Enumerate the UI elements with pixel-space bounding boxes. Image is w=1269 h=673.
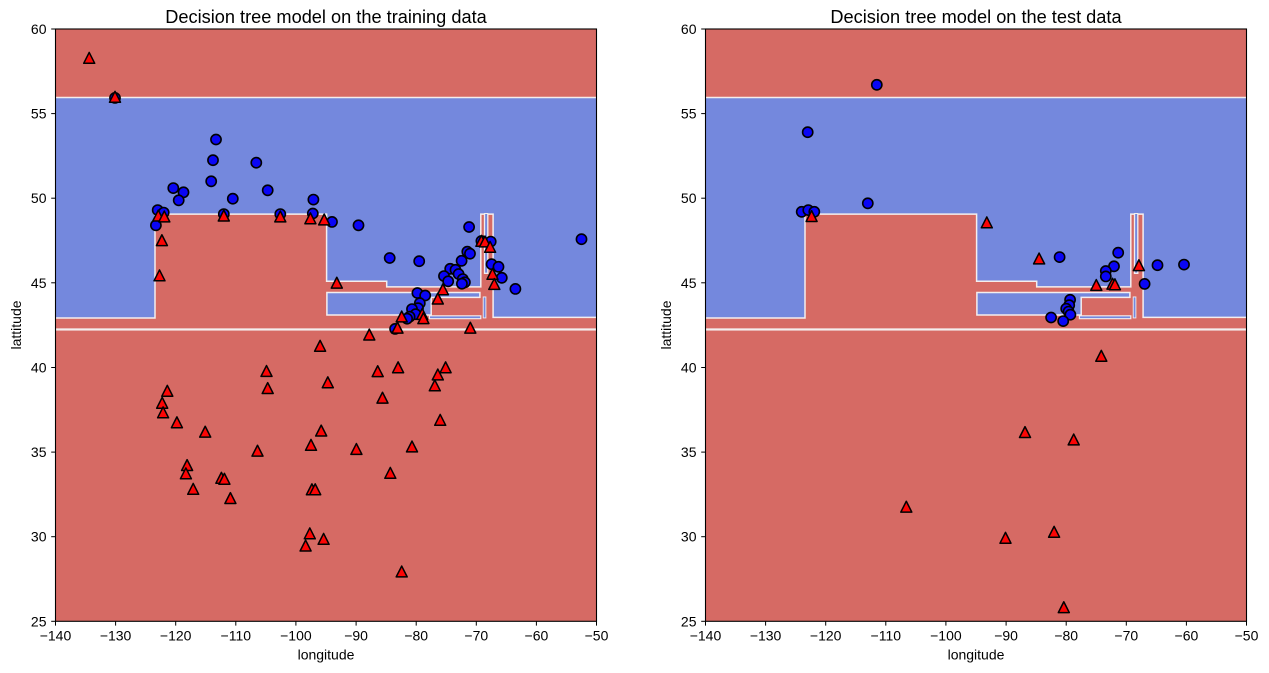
svg-text:−100: −100 (280, 628, 312, 644)
svg-text:−130: −130 (750, 628, 782, 644)
svg-text:45: 45 (31, 275, 47, 291)
svg-text:30: 30 (681, 529, 697, 545)
svg-text:25: 25 (31, 613, 47, 629)
svg-text:−90: −90 (344, 628, 368, 644)
svg-text:−110: −110 (221, 628, 252, 644)
svg-text:−100: −100 (930, 628, 962, 644)
svg-text:50: 50 (681, 190, 697, 206)
svg-text:Decision tree model on the tes: Decision tree model on the test data (830, 7, 1122, 27)
svg-text:−60: −60 (525, 628, 549, 644)
svg-text:−120: −120 (160, 628, 192, 644)
svg-text:−140: −140 (40, 628, 72, 644)
svg-text:55: 55 (681, 106, 697, 122)
svg-text:60: 60 (31, 21, 47, 37)
svg-text:lattitude: lattitude (8, 300, 24, 349)
svg-text:30: 30 (31, 529, 47, 545)
svg-text:40: 40 (31, 360, 47, 376)
svg-text:lattitude: lattitude (658, 300, 674, 349)
svg-text:35: 35 (681, 444, 697, 460)
svg-text:−120: −120 (810, 628, 842, 644)
svg-text:−80: −80 (1054, 628, 1078, 644)
svg-text:−110: −110 (871, 628, 902, 644)
svg-text:50: 50 (31, 190, 47, 206)
svg-text:35: 35 (31, 444, 47, 460)
svg-text:−70: −70 (464, 628, 488, 644)
svg-text:−90: −90 (994, 628, 1018, 644)
svg-text:−80: −80 (404, 628, 428, 644)
svg-text:−130: −130 (100, 628, 132, 644)
svg-text:longitude: longitude (948, 647, 1005, 663)
svg-text:longitude: longitude (298, 647, 355, 663)
svg-text:−50: −50 (585, 628, 609, 644)
svg-text:Decision tree model on the tra: Decision tree model on the training data (165, 7, 487, 27)
svg-text:−140: −140 (690, 628, 722, 644)
svg-text:25: 25 (681, 613, 697, 629)
svg-text:−50: −50 (1235, 628, 1259, 644)
svg-text:60: 60 (681, 21, 697, 37)
svg-text:45: 45 (681, 275, 697, 291)
svg-text:40: 40 (681, 360, 697, 376)
svg-text:−60: −60 (1175, 628, 1199, 644)
svg-text:55: 55 (31, 106, 47, 122)
svg-text:−70: −70 (1114, 628, 1138, 644)
